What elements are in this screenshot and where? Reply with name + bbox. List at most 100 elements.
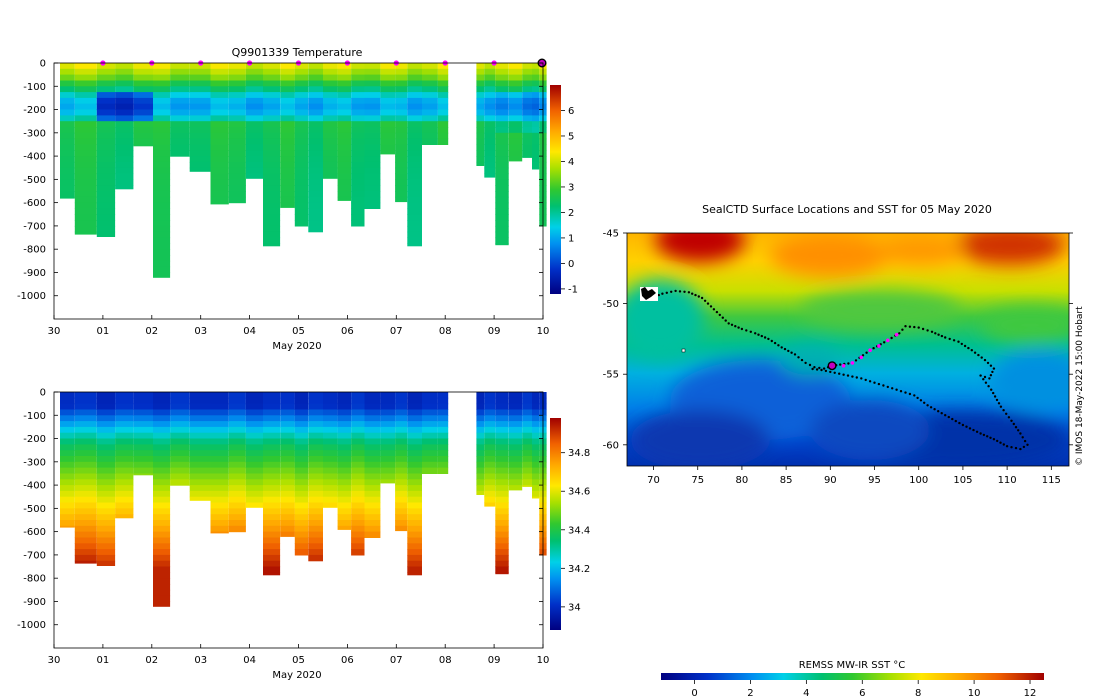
track-point <box>1022 445 1026 449</box>
y-tick-label: -400 <box>23 152 46 163</box>
x-tick-label: 07 <box>390 326 403 337</box>
sst-field <box>627 233 1069 466</box>
profile-column <box>294 63 309 227</box>
track-point <box>1005 445 1009 448</box>
profile-column <box>228 63 246 204</box>
map-y-tick-label: -50 <box>603 299 619 310</box>
track-point <box>995 398 999 402</box>
track-point <box>989 364 993 367</box>
profile-column <box>308 392 323 562</box>
track-point <box>790 351 793 354</box>
track-point <box>972 428 975 432</box>
map-x-tick-label: 115 <box>1042 475 1061 486</box>
profile-column <box>153 63 171 278</box>
sst-colorbar-tick-label: 12 <box>1024 688 1037 699</box>
track-point <box>948 337 951 341</box>
salinity-x-label: May 2020 <box>272 670 321 681</box>
track-point <box>1002 443 1005 446</box>
track-point <box>877 382 881 386</box>
y-tick-label: -100 <box>23 82 46 93</box>
profile-column <box>395 63 408 203</box>
profile-column <box>263 392 281 576</box>
y-tick-label: -900 <box>23 597 46 608</box>
track-point <box>986 361 990 365</box>
track-point <box>916 396 919 400</box>
track-point <box>1023 439 1027 443</box>
map-y-tick-label: -55 <box>603 370 619 381</box>
x-tick-label: 01 <box>97 326 110 337</box>
map-x-axis: 70 75 80 85 90 95 100 105 110 115 <box>647 466 1061 486</box>
track-point <box>800 358 804 362</box>
track-point <box>1014 446 1018 450</box>
recent-track-point <box>850 361 855 365</box>
profile-column <box>495 392 509 575</box>
temperature-title: Q9901339 Temperature <box>232 46 363 59</box>
track-point <box>839 363 842 366</box>
track-point <box>944 414 947 417</box>
colorbar-tick-label: 2 <box>568 208 574 219</box>
track-point <box>883 341 886 344</box>
map-frame <box>626 232 1070 467</box>
profile-column <box>280 63 295 208</box>
x-tick-label: 04 <box>243 326 256 337</box>
track-point <box>989 436 992 439</box>
colorbar-tick-label: 4 <box>568 157 574 168</box>
y-tick-label: -500 <box>23 175 46 186</box>
track-point <box>933 408 936 411</box>
colorbar-tick-label: 5 <box>568 131 574 142</box>
track-point <box>937 333 940 336</box>
x-tick-label: 02 <box>145 326 158 337</box>
recent-track-point <box>885 338 890 343</box>
track-point <box>913 325 916 329</box>
y-tick-label: -300 <box>23 128 46 139</box>
track-point <box>991 370 994 374</box>
map-x-tick-label: 80 <box>736 475 749 486</box>
map-x-tick-label: 100 <box>909 475 928 486</box>
x-tick-label: 03 <box>194 326 207 337</box>
profile-column <box>484 63 496 178</box>
track-point <box>970 349 973 352</box>
track-point <box>700 296 704 300</box>
track-point <box>908 392 912 396</box>
track-point <box>979 374 982 377</box>
colorbar-tick-label: 6 <box>568 106 574 117</box>
profile-column <box>476 63 485 166</box>
profile-column <box>351 392 365 556</box>
track-point <box>773 341 777 345</box>
profile-column <box>189 63 211 172</box>
x-tick-label: 02 <box>145 655 158 666</box>
profile-column <box>74 63 97 235</box>
track-point <box>804 361 807 365</box>
y-tick-label: -900 <box>23 268 46 279</box>
x-tick-label: 08 <box>439 326 452 337</box>
track-point <box>829 370 832 374</box>
track-point <box>811 367 814 371</box>
map-x-tick-label: 95 <box>868 475 881 486</box>
profile-column <box>484 392 496 507</box>
track-point <box>745 329 748 332</box>
track-point <box>851 375 854 378</box>
profile-column <box>522 63 532 158</box>
sst-colorbar-tick-label: 8 <box>915 688 921 699</box>
colorbar-tick-label: -1 <box>568 284 578 295</box>
track-point <box>901 328 904 331</box>
x-tick-label: 30 <box>48 655 61 666</box>
track-point <box>770 339 773 343</box>
track-point <box>921 327 925 331</box>
map-x-tick-label: 85 <box>780 475 793 486</box>
track-point <box>917 326 920 329</box>
map-y-tick-label: -60 <box>603 440 619 451</box>
y-tick-label: -600 <box>23 198 46 209</box>
track-point <box>957 340 960 343</box>
profile-column <box>422 392 438 474</box>
track-point <box>703 299 707 302</box>
profile-column <box>210 63 229 205</box>
track-point <box>890 336 893 340</box>
track-point <box>968 427 972 430</box>
track-point <box>1019 447 1022 451</box>
track-point <box>749 330 752 333</box>
track-point <box>1010 419 1013 422</box>
sst-colorbar-ticks: 0 2 4 6 8 10 12 <box>691 680 1036 699</box>
profile-column <box>437 392 449 474</box>
